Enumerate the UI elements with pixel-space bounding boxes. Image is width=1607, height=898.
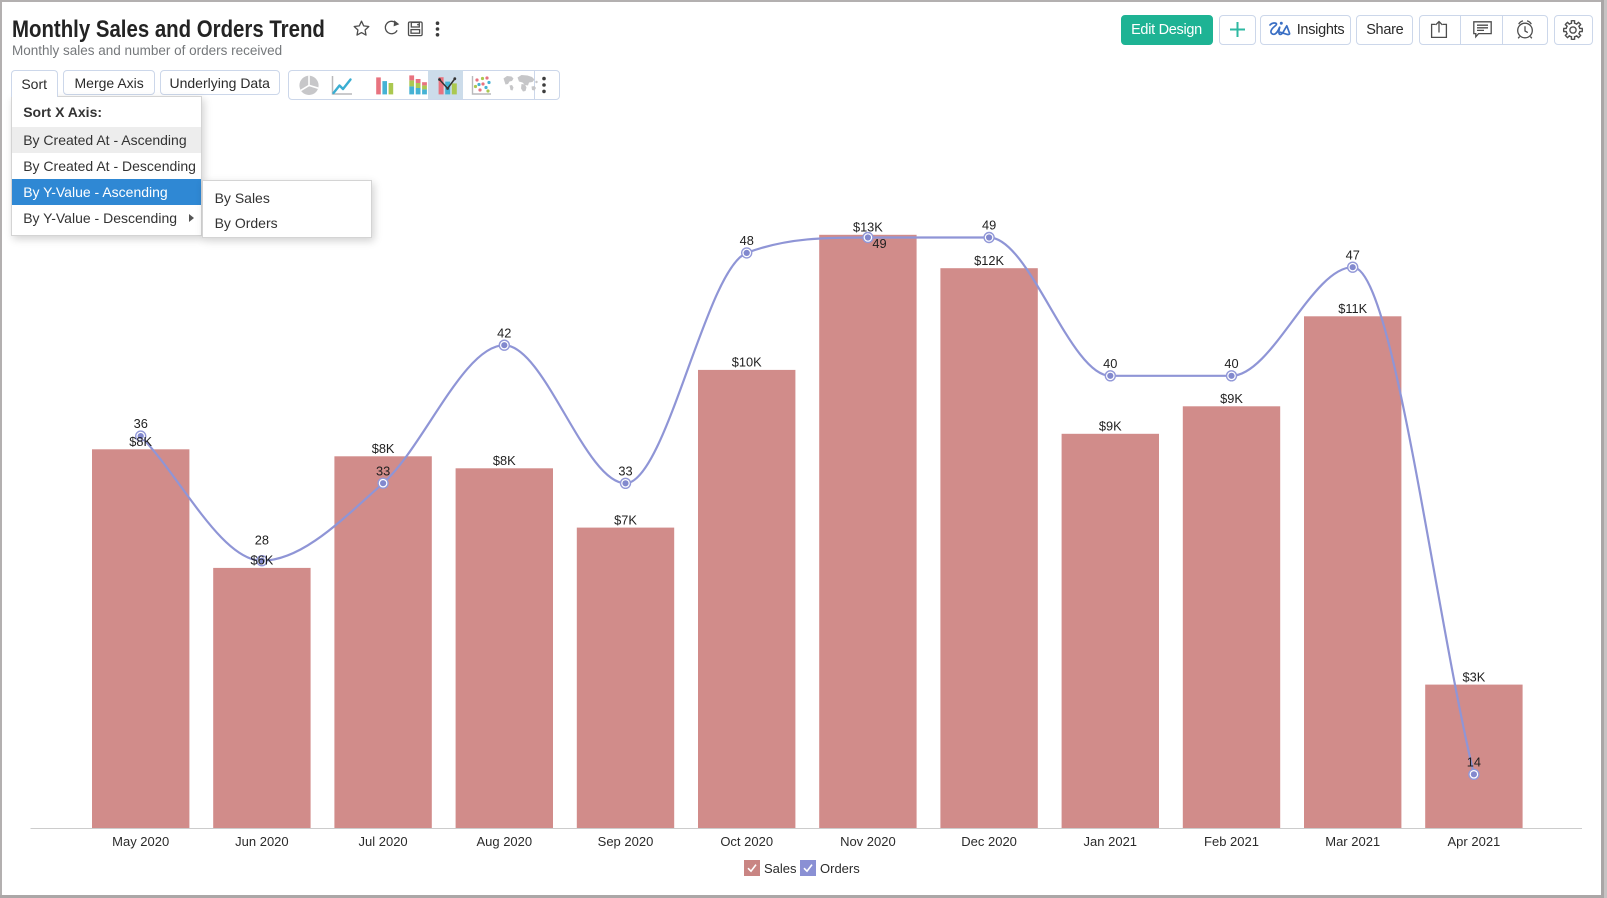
svg-text:47: 47 [1346, 247, 1360, 262]
svg-text:$3K: $3K [1463, 669, 1486, 684]
svg-text:$7K: $7K [614, 512, 637, 527]
svg-text:$8K: $8K [372, 441, 395, 456]
svg-text:28: 28 [255, 533, 269, 548]
svg-text:$8K: $8K [493, 453, 516, 468]
svg-text:Sep 2020: Sep 2020 [598, 834, 654, 849]
svg-text:36: 36 [134, 416, 148, 431]
svg-text:40: 40 [1103, 356, 1117, 371]
svg-text:Feb 2021: Feb 2021 [1204, 834, 1259, 849]
svg-text:Jul 2020: Jul 2020 [359, 834, 408, 849]
svg-text:$11K: $11K [1338, 301, 1367, 316]
svg-text:$10K: $10K [732, 355, 762, 370]
svg-text:48: 48 [740, 233, 754, 248]
svg-text:Jan 2021: Jan 2021 [1084, 834, 1138, 849]
svg-text:$12K: $12K [974, 253, 1004, 268]
svg-text:May 2020: May 2020 [112, 834, 169, 849]
svg-text:40: 40 [1224, 356, 1238, 371]
svg-text:$13K: $13K [853, 220, 883, 235]
svg-text:33: 33 [376, 463, 390, 478]
svg-text:Nov 2020: Nov 2020 [840, 834, 896, 849]
svg-text:$9K: $9K [1099, 419, 1122, 434]
svg-text:33: 33 [618, 463, 632, 478]
svg-text:Jun 2020: Jun 2020 [235, 834, 289, 849]
svg-text:Oct 2020: Oct 2020 [720, 834, 773, 849]
svg-text:49: 49 [982, 218, 996, 233]
svg-text:Mar 2021: Mar 2021 [1325, 834, 1380, 849]
svg-text:Dec 2020: Dec 2020 [961, 834, 1017, 849]
svg-text:Aug 2020: Aug 2020 [476, 834, 532, 849]
svg-text:$8K: $8K [129, 434, 152, 449]
svg-text:$6K: $6K [251, 553, 274, 568]
svg-text:14: 14 [1467, 754, 1481, 769]
svg-text:Apr 2021: Apr 2021 [1448, 834, 1501, 849]
svg-text:$9K: $9K [1220, 391, 1243, 406]
svg-text:49: 49 [872, 236, 886, 251]
svg-text:42: 42 [497, 325, 511, 340]
